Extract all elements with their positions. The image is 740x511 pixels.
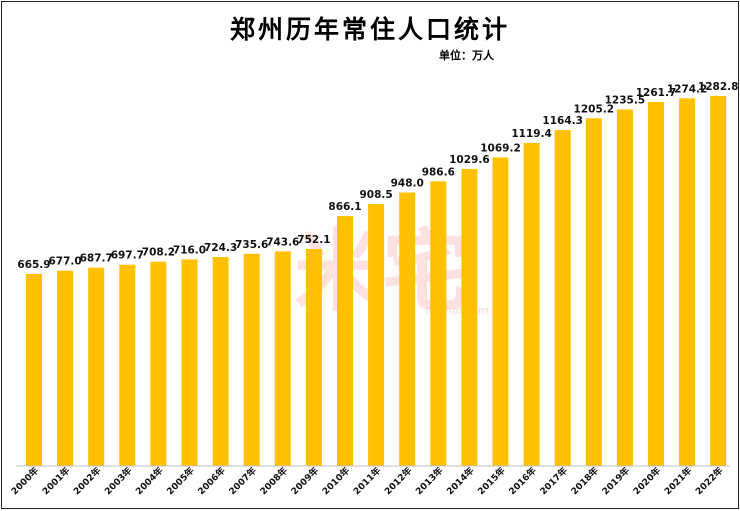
unit-label: 单位：万人 — [439, 49, 494, 62]
value-label: 752.1 — [297, 234, 330, 246]
value-label: 1119.4 — [511, 128, 552, 140]
value-labels: 665.9677.0687.7697.7708.2716.0724.3735.6… — [17, 81, 738, 271]
category-label: 2004年 — [133, 465, 166, 498]
bar-2012年 — [399, 192, 416, 466]
bar-2000年 — [26, 273, 42, 466]
bar-2014年 — [461, 168, 478, 466]
category-label: 2012年 — [382, 465, 415, 498]
category-label: 2013年 — [413, 465, 446, 498]
category-label: 2011年 — [351, 465, 384, 498]
bar-2018年 — [585, 118, 602, 467]
bar-2010年 — [337, 216, 353, 466]
bar-2003年 — [119, 264, 136, 466]
category-label: 2019年 — [599, 465, 632, 498]
bar-2011年 — [368, 203, 385, 466]
category-label: 2009年 — [288, 465, 321, 498]
value-label: 948.0 — [391, 178, 424, 190]
value-label: 1164.3 — [542, 115, 583, 127]
value-label: 708.2 — [142, 247, 175, 259]
category-labels: 2000年 2001年 2002年 2003年 2004年 2005年 2006年 2007年… — [9, 465, 726, 498]
category-label: 2018年 — [568, 465, 601, 498]
value-label: 1029.6 — [449, 154, 490, 166]
category-label: 2006年 — [195, 465, 228, 498]
value-label: 1205.2 — [574, 103, 615, 115]
category-label: 2020年 — [631, 465, 664, 498]
category-label: 2005年 — [164, 465, 197, 498]
bar-2022年 — [710, 95, 727, 467]
bar-2015年 — [492, 157, 509, 466]
bar-2005年 — [181, 259, 198, 466]
category-label: 2021年 — [662, 465, 695, 498]
bar-2004年 — [150, 261, 167, 466]
value-label: 1235.5 — [605, 95, 646, 107]
category-label: 2001年 — [40, 465, 73, 498]
value-label: 735.6 — [235, 239, 268, 251]
value-label: 1274.2 — [667, 83, 708, 95]
category-label: 2017年 — [537, 465, 570, 498]
value-label: 743.6 — [266, 236, 299, 248]
category-label: 2000年 — [9, 465, 42, 498]
value-label: 697.7 — [111, 250, 144, 262]
value-label: 866.1 — [328, 201, 361, 213]
category-label: 2022年 — [693, 465, 726, 498]
chart-title: 郑州历年常住人口统计 — [229, 15, 510, 44]
value-label: 908.5 — [359, 189, 392, 201]
bar-2013年 — [430, 181, 447, 467]
bar-2006年 — [212, 257, 229, 466]
bar-2002年 — [88, 267, 105, 466]
value-label: 986.6 — [422, 166, 455, 178]
bar-2019年 — [616, 109, 633, 466]
category-label: 2003年 — [102, 465, 135, 498]
value-label: 716.0 — [173, 244, 206, 256]
bar-2016年 — [523, 143, 540, 466]
bar-2001年 — [57, 270, 74, 466]
bars — [16, 95, 730, 467]
category-label: 2015年 — [475, 465, 508, 498]
category-label: 2014年 — [444, 465, 477, 498]
bar-2020年 — [648, 101, 664, 467]
value-label: 1069.2 — [480, 143, 521, 155]
bar-2007年 — [243, 253, 260, 466]
value-label: 724.3 — [204, 242, 237, 254]
category-label: 2010年 — [320, 465, 353, 498]
value-label: 677.0 — [48, 256, 81, 268]
value-label: 687.7 — [80, 253, 113, 265]
value-label: 1282.8 — [698, 81, 739, 93]
bar-2017年 — [554, 130, 571, 466]
bar-2009年 — [305, 249, 322, 466]
category-label: 2008年 — [257, 465, 290, 498]
bar-2021年 — [679, 98, 696, 467]
category-label: 2016年 — [506, 465, 539, 498]
value-label: 665.9 — [17, 259, 50, 271]
category-label: 2007年 — [226, 465, 259, 498]
category-label: 2002年 — [71, 465, 104, 498]
value-label: 1261.7 — [636, 87, 677, 99]
bar-2008年 — [274, 251, 291, 466]
